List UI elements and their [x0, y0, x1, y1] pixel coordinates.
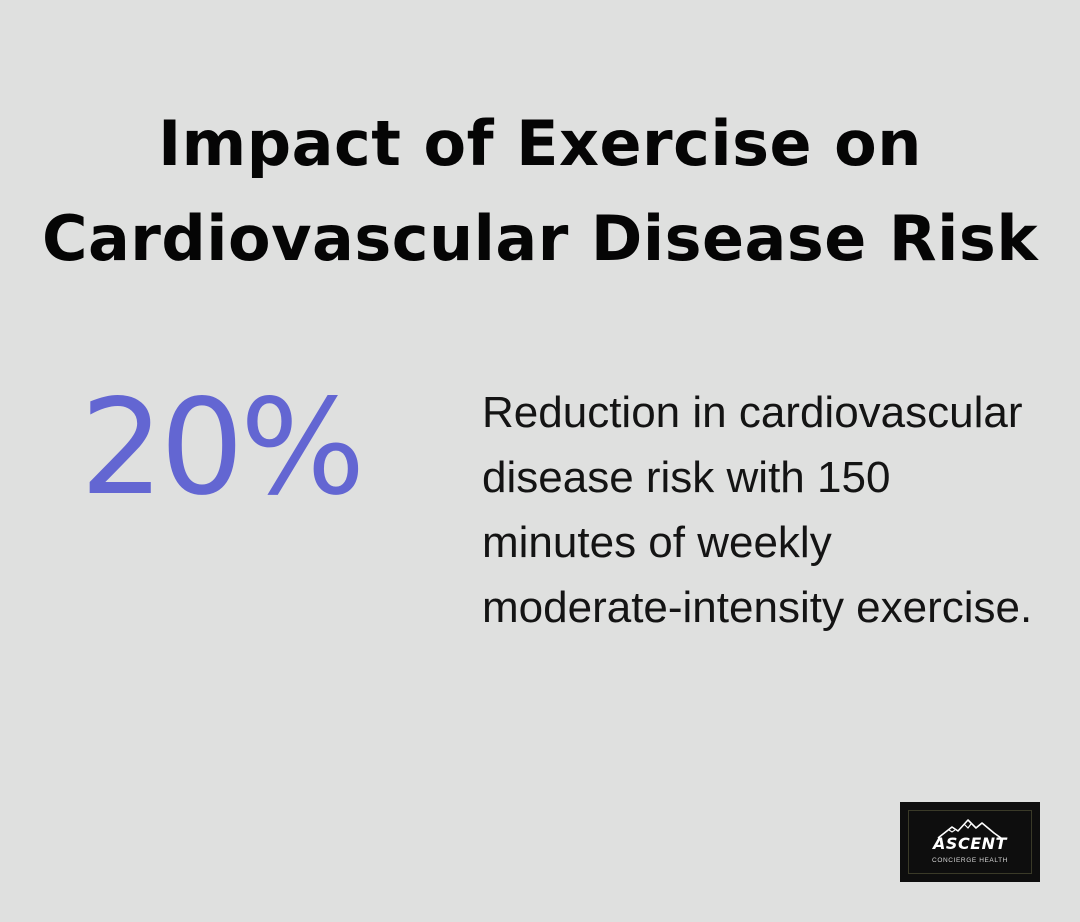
page-title: Impact of Exercise on Cardiovascular Dis… — [41, 107, 1039, 275]
stat-value: 20% — [80, 371, 365, 525]
stat-description: Reduction in cardiovascular disease risk… — [482, 388, 1033, 632]
mountain-icon — [937, 819, 1002, 839]
logo-tagline: CONCIERGE HEALTH — [932, 857, 1008, 864]
logo-brand: ASCENT — [933, 834, 1007, 853]
brand-logo: ASCENT CONCIERGE HEALTH — [900, 802, 1040, 882]
logo-frame — [908, 810, 1032, 874]
